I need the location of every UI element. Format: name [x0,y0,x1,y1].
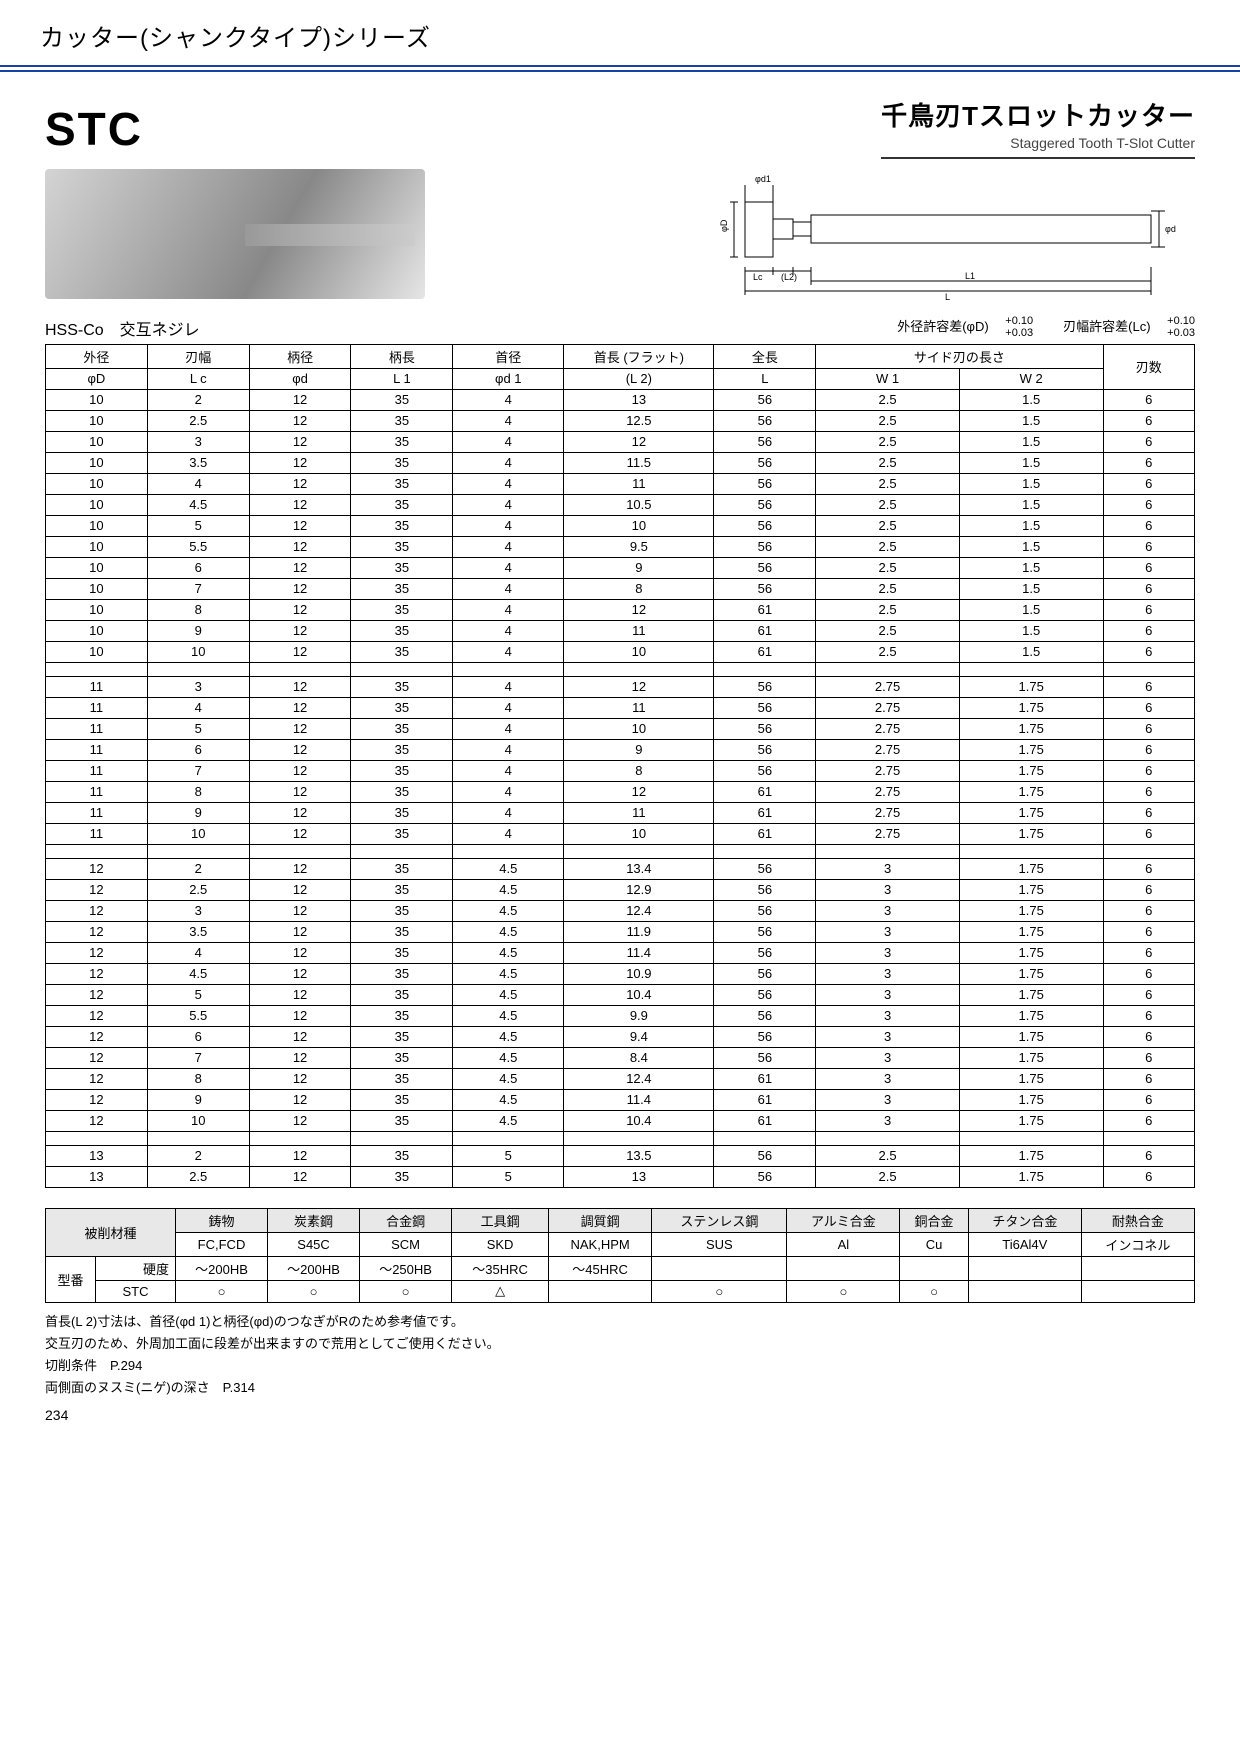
svg-text:Lc: Lc [753,272,763,282]
svg-text:φd1: φd1 [755,174,771,184]
svg-text:φd: φd [1165,224,1176,234]
spec-table: 外径刃幅柄径柄長首径首長 (フラット)全長サイド刃の長さ刃数φDL cφdL 1… [45,344,1195,1188]
product-title-en: Staggered Tooth T-Slot Cutter [881,135,1195,151]
tol-od-label: 外径許容差(φD) [897,319,988,334]
svg-text:φD: φD [719,219,729,232]
tol-lc-label: 刃幅許容差(Lc) [1063,319,1150,334]
brand-code: STC [45,102,143,156]
product-diagram: φd1 φD φd Lc (L2) L1 L [685,167,1195,302]
page-number: 234 [45,1407,1195,1423]
series-title: カッター(シャンクタイプ)シリーズ [0,0,1240,67]
product-photo [45,169,425,299]
svg-text:(L2): (L2) [781,272,797,282]
product-title-jp: 千鳥刃Tスロットカッター [881,96,1195,133]
material-table: 被削材種鋳物炭素鋼合金鋼工具鋼調質鋼ステンレス鋼アルミ合金銅合金チタン合金耐熱合… [45,1208,1195,1303]
svg-text:L1: L1 [965,271,975,281]
material-label: HSS-Co 交互ネジレ [45,316,200,340]
notes: 首長(L 2)寸法は、首径(φd 1)と柄径(φd)のつなぎがRのため参考値です… [45,1311,1195,1399]
svg-text:L: L [945,292,950,302]
